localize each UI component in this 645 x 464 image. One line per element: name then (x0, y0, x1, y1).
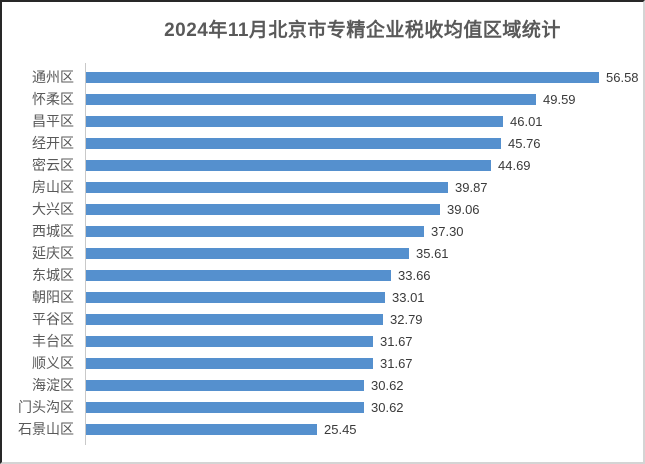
bar (86, 203, 440, 215)
value-label: 30.62 (371, 399, 404, 415)
chart-title: 2024年11月北京市专精企业税收均值区域统计 (164, 20, 561, 41)
category-label: 通州区 (32, 69, 74, 85)
category-label: 怀柔区 (32, 91, 74, 107)
bar (86, 379, 364, 391)
bar-row: 房山区 39.87 (2, 176, 643, 198)
category-label: 朝阳区 (32, 289, 74, 305)
bar-row: 密云区 44.69 (2, 154, 643, 176)
value-label: 45.76 (508, 135, 541, 151)
bar (86, 423, 317, 435)
value-label: 46.01 (510, 113, 543, 129)
bar-row: 海淀区 30.62 (2, 374, 643, 396)
bar (86, 335, 373, 347)
category-label: 大兴区 (32, 201, 74, 217)
value-label: 44.69 (498, 157, 531, 173)
category-label: 海淀区 (32, 377, 74, 393)
bar-row: 西城区 37.30 (2, 220, 643, 242)
category-label: 门头沟区 (18, 399, 74, 415)
bar (86, 137, 501, 149)
value-label: 39.87 (455, 179, 488, 195)
category-label: 石景山区 (18, 421, 74, 437)
bar-row: 昌平区 46.01 (2, 110, 643, 132)
bar-row: 经开区 45.76 (2, 132, 643, 154)
bar (86, 159, 491, 171)
bar-row: 门头沟区 30.62 (2, 396, 643, 418)
value-label: 37.30 (431, 223, 464, 239)
category-label: 房山区 (32, 179, 74, 195)
bar-row: 朝阳区 33.01 (2, 286, 643, 308)
bar-row: 丰台区 31.67 (2, 330, 643, 352)
category-label: 顺义区 (32, 355, 74, 371)
value-label: 31.67 (380, 355, 413, 371)
category-label: 经开区 (32, 135, 74, 151)
bar-row: 大兴区 39.06 (2, 198, 643, 220)
category-axis-line (85, 63, 86, 445)
category-label: 西城区 (32, 223, 74, 239)
value-label: 39.06 (447, 201, 480, 217)
value-label: 49.59 (543, 91, 576, 107)
value-label: 31.67 (380, 333, 413, 349)
bar-row: 东城区 33.66 (2, 264, 643, 286)
value-label: 56.58 (606, 69, 639, 85)
category-label: 密云区 (32, 157, 74, 173)
bar (86, 401, 364, 413)
value-label: 25.45 (324, 421, 357, 437)
bar (86, 357, 373, 369)
bar (86, 181, 448, 193)
bar-row: 石景山区 25.45 (2, 418, 643, 440)
bar-rows: 通州区 56.58 怀柔区 49.59 昌平区 46.01 经开区 45.76 密云区 44.69… (2, 66, 643, 440)
category-label: 东城区 (32, 267, 74, 283)
value-label: 33.66 (398, 267, 431, 283)
bar (86, 291, 385, 303)
category-label: 昌平区 (32, 113, 74, 129)
value-label: 35.61 (416, 245, 449, 261)
category-label: 延庆区 (32, 245, 74, 261)
bar-row: 延庆区 35.61 (2, 242, 643, 264)
bar (86, 71, 599, 83)
bar (86, 247, 409, 259)
bar (86, 115, 503, 127)
value-label: 30.62 (371, 377, 404, 393)
value-label: 32.79 (390, 311, 423, 327)
value-label: 33.01 (392, 289, 425, 305)
bar (86, 313, 383, 325)
bar (86, 93, 536, 105)
bar-row: 怀柔区 49.59 (2, 88, 643, 110)
bar-row: 平谷区 32.79 (2, 308, 643, 330)
category-label: 丰台区 (32, 333, 74, 349)
bar (86, 225, 424, 237)
bar-row: 通州区 56.58 (2, 66, 643, 88)
category-label: 平谷区 (32, 311, 74, 327)
bar (86, 269, 391, 281)
bar-row: 顺义区 31.67 (2, 352, 643, 374)
